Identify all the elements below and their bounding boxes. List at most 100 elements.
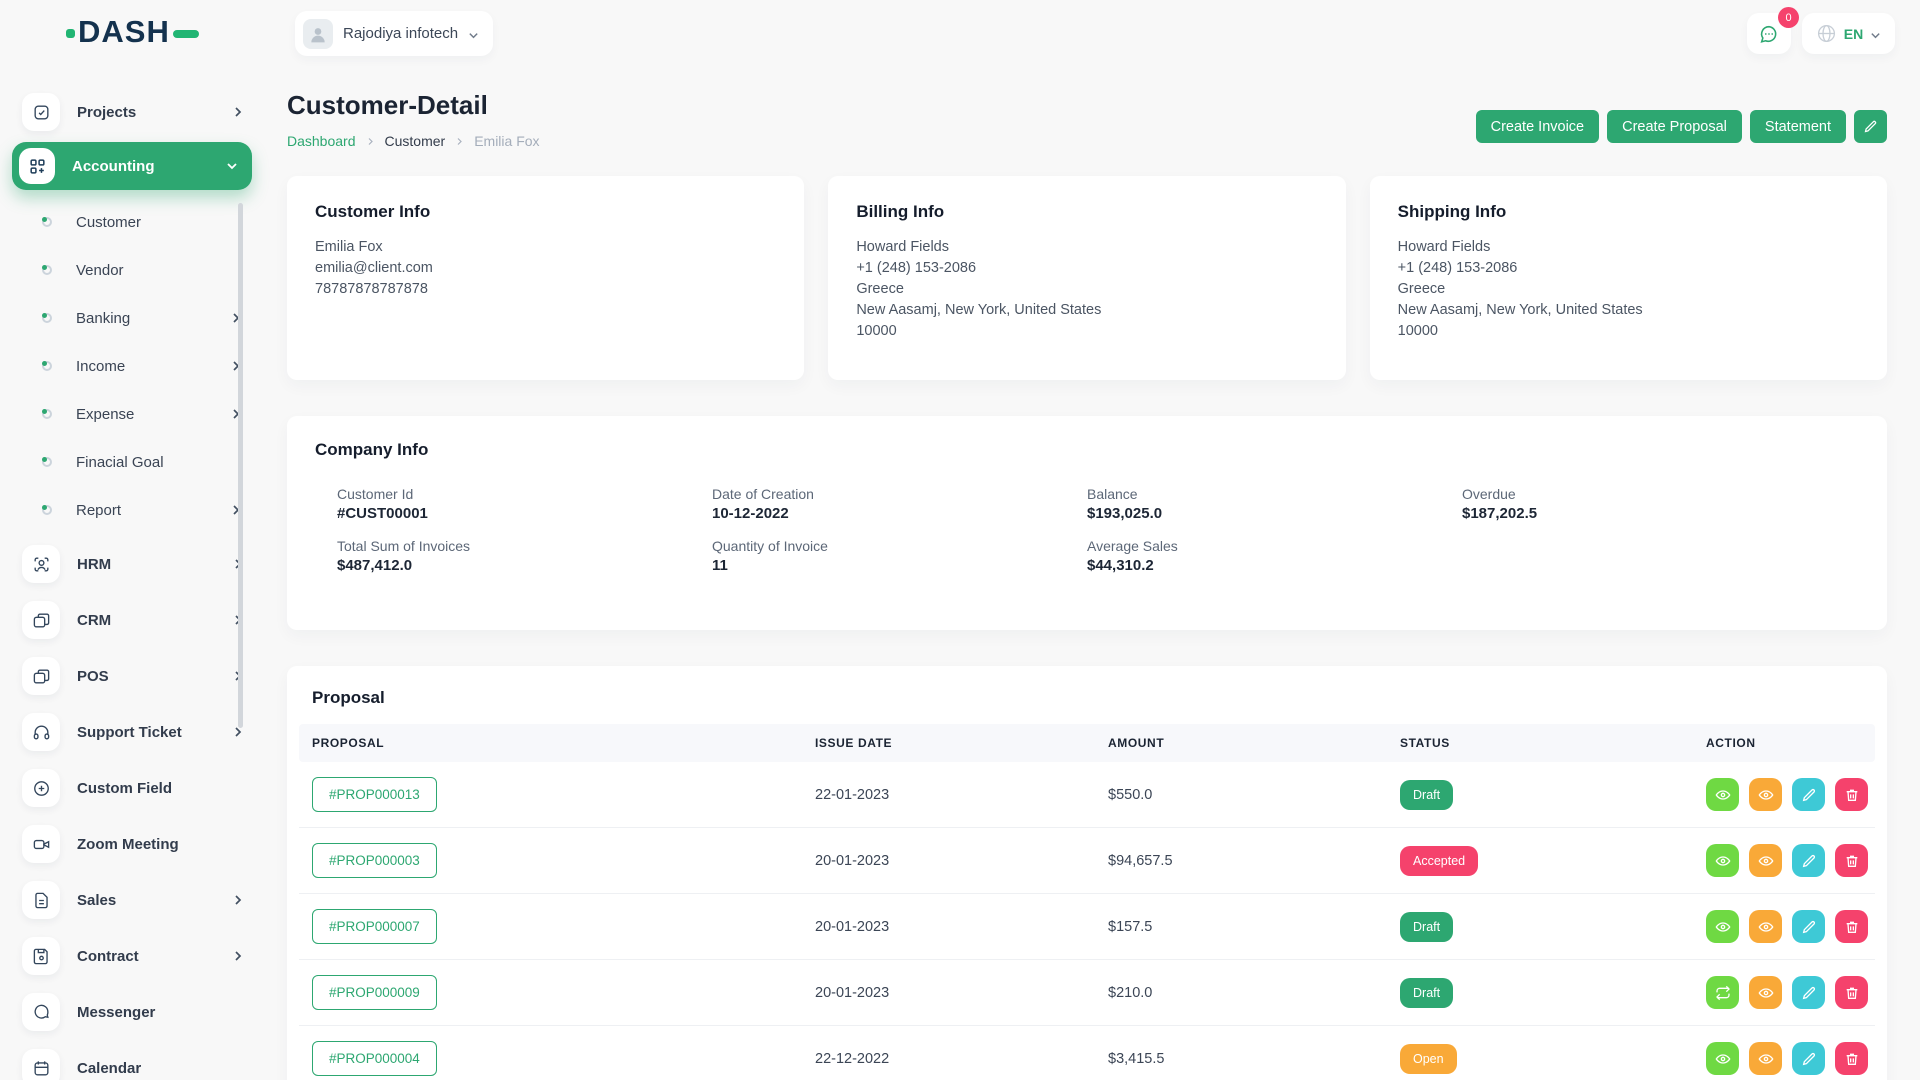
convert-button[interactable]	[1706, 976, 1739, 1009]
delete-button[interactable]	[1835, 844, 1868, 877]
view-button[interactable]	[1706, 1042, 1739, 1075]
company-selector[interactable]: Rajodiya infotech	[295, 11, 493, 56]
chevron-down-icon	[1870, 28, 1881, 39]
breadcrumb-customer[interactable]: Customer	[385, 133, 446, 149]
sidebar-item-hrm[interactable]: HRM	[12, 536, 256, 592]
sidebar-item-messenger[interactable]: Messenger	[12, 984, 256, 1040]
view-button[interactable]	[1706, 910, 1739, 943]
sidebar-subitem-label: Banking	[76, 310, 230, 327]
shipping-country: Greece	[1398, 279, 1859, 300]
proposal-link[interactable]: #PROP000013	[312, 777, 437, 812]
delete-button[interactable]	[1835, 778, 1868, 811]
preview-button[interactable]	[1749, 1042, 1782, 1075]
bullet-icon	[42, 505, 52, 515]
sidebar-item-custom-field[interactable]: Custom Field	[12, 760, 256, 816]
preview-button[interactable]	[1749, 910, 1782, 943]
pencil-icon	[1863, 119, 1878, 134]
sidebar-item-crm[interactable]: CRM	[12, 592, 256, 648]
messages-button[interactable]: 0	[1747, 13, 1791, 54]
amount-cell: $550.0	[1108, 787, 1400, 803]
sidebar-item-pos[interactable]: POS	[12, 648, 256, 704]
logo-dot-icon	[66, 29, 75, 38]
billing-zip: 10000	[856, 321, 1317, 342]
sidebar-item-label: Custom Field	[77, 780, 244, 797]
edit-button[interactable]	[1792, 778, 1825, 811]
chevron-right-icon	[455, 137, 464, 146]
view-button[interactable]	[1706, 844, 1739, 877]
preview-button[interactable]	[1749, 844, 1782, 877]
create-proposal-button[interactable]: Create Proposal	[1607, 110, 1742, 143]
sidebar-item-projects[interactable]: Projects	[12, 84, 256, 140]
bullet-icon	[42, 409, 52, 419]
sidebar-item-zoom-meeting[interactable]: Zoom Meeting	[12, 816, 256, 872]
breadcrumb-current: Emilia Fox	[474, 133, 539, 149]
view-button[interactable]	[1706, 778, 1739, 811]
topbar-right: 0 EN	[1747, 13, 1895, 54]
sidebar-item-label: Projects	[77, 104, 232, 121]
delete-button[interactable]	[1835, 1042, 1868, 1075]
proposal-link[interactable]: #PROP000009	[312, 975, 437, 1010]
delete-button[interactable]	[1835, 976, 1868, 1009]
sidebar-item-support-ticket[interactable]: Support Ticket	[12, 704, 256, 760]
customer-email: emilia@client.com	[315, 258, 776, 279]
column-header-status: STATUS	[1400, 736, 1706, 750]
proposal-link[interactable]: #PROP000003	[312, 843, 437, 878]
trash-icon	[1844, 787, 1860, 803]
card-title: Customer Info	[315, 202, 776, 222]
pencil-icon	[1801, 787, 1817, 803]
sidebar-item-label: Messenger	[77, 1004, 244, 1021]
edit-button[interactable]	[1792, 910, 1825, 943]
shipping-zip: 10000	[1398, 321, 1859, 342]
create-invoice-button[interactable]: Create Invoice	[1476, 110, 1600, 143]
bullet-icon	[42, 457, 52, 467]
bullet-icon	[42, 313, 52, 323]
sidebar-subitem-label: Expense	[76, 406, 230, 423]
delete-button[interactable]	[1835, 910, 1868, 943]
issue-date-cell: 22-01-2023	[815, 787, 1108, 803]
sidebar-item-label: Sales	[77, 892, 232, 909]
sidebar-item-label: CRM	[77, 612, 232, 629]
eye-icon	[1758, 1051, 1774, 1067]
table-row: #PROP000009 20-01-2023 $210.0 Draft	[299, 960, 1875, 1026]
sidebar-item-label: Calendar	[77, 1060, 244, 1077]
sidebar-item-calendar[interactable]: Calendar	[12, 1040, 256, 1080]
status-badge: Draft	[1400, 912, 1453, 942]
sidebar-item-contract[interactable]: Contract	[12, 928, 256, 984]
edit-customer-button[interactable]	[1854, 110, 1887, 143]
sidebar-subitem-expense[interactable]: Expense	[12, 390, 256, 438]
sidebar-scrollbar-thumb[interactable]	[238, 203, 243, 728]
sidebar-subitem-banking[interactable]: Banking	[12, 294, 256, 342]
eye-icon	[1758, 853, 1774, 869]
trash-icon	[1844, 853, 1860, 869]
sidebar-subitem-vendor[interactable]: Vendor	[12, 246, 256, 294]
language-label: EN	[1844, 26, 1863, 42]
globe-icon	[1816, 23, 1837, 44]
accounting-grid-icon	[19, 148, 55, 184]
proposal-link[interactable]: #PROP000004	[312, 1041, 437, 1076]
statement-button[interactable]: Statement	[1750, 110, 1846, 143]
edit-button[interactable]	[1792, 1042, 1825, 1075]
edit-button[interactable]	[1792, 976, 1825, 1009]
proposal-link[interactable]: #PROP000007	[312, 909, 437, 944]
sidebar-item-sales[interactable]: Sales	[12, 872, 256, 928]
chevron-right-icon	[232, 950, 244, 962]
language-selector[interactable]: EN	[1802, 13, 1895, 54]
sidebar-subitem-report[interactable]: Report	[12, 486, 256, 534]
logo-dash-icon	[173, 30, 199, 38]
logo-text: DASH	[78, 15, 170, 49]
sidebar-subitem-customer[interactable]: Customer	[12, 198, 256, 246]
breadcrumb-dashboard[interactable]: Dashboard	[287, 133, 356, 149]
pencil-icon	[1801, 1051, 1817, 1067]
sidebar-item-accounting[interactable]: Accounting	[12, 142, 252, 190]
sidebar-subitem-income[interactable]: Income	[12, 342, 256, 390]
issue-date-cell: 20-01-2023	[815, 919, 1108, 935]
bullet-icon	[42, 265, 52, 275]
shipping-phone: +1 (248) 153-2086	[1398, 258, 1859, 279]
preview-button[interactable]	[1749, 778, 1782, 811]
chevron-right-icon	[232, 726, 244, 738]
edit-button[interactable]	[1792, 844, 1825, 877]
card-title: Company Info	[315, 440, 1859, 460]
field-empty	[1462, 538, 1837, 574]
preview-button[interactable]	[1749, 976, 1782, 1009]
sidebar-subitem-finacial-goal[interactable]: Finacial Goal	[12, 438, 256, 486]
